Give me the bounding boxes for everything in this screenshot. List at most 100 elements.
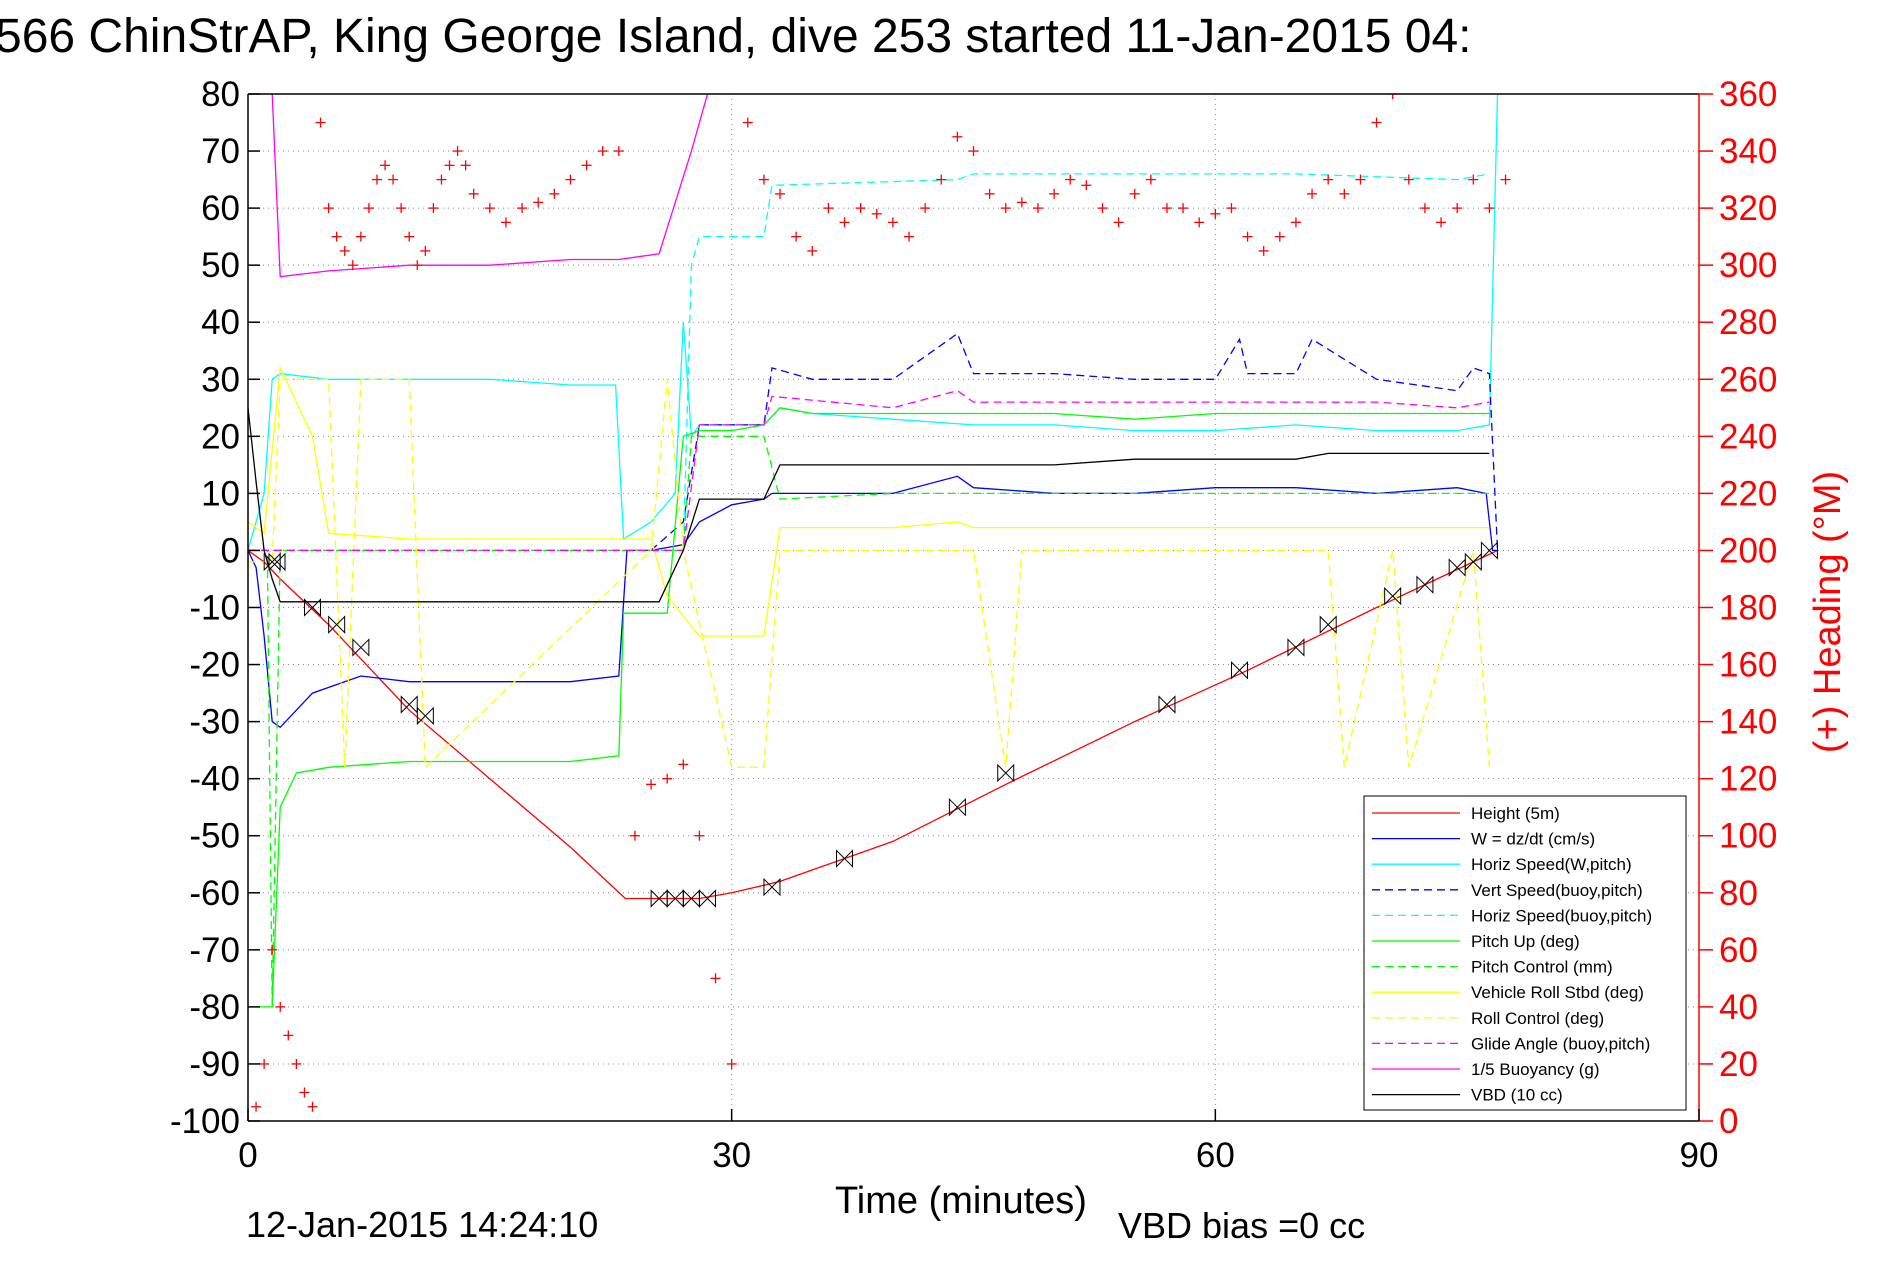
heading-point xyxy=(823,203,834,214)
left-tick-label: -90 xyxy=(189,1045,240,1084)
triangle-marker xyxy=(1158,695,1176,714)
heading-point xyxy=(1468,174,1479,185)
legend-label: Horiz Speed(W,pitch) xyxy=(1471,855,1632,874)
legend-label: Height (5m) xyxy=(1471,804,1560,823)
triangle-marker xyxy=(416,706,434,726)
legend-label: Vert Speed(buoy,pitch) xyxy=(1471,881,1643,900)
heading-point xyxy=(339,245,350,256)
series-line-8 xyxy=(248,378,1491,769)
heading-point xyxy=(646,779,657,790)
triangle-marker xyxy=(268,552,286,572)
triangle-marker xyxy=(1231,661,1249,680)
legend-entry: Vert Speed(buoy,pitch) xyxy=(1372,881,1643,900)
x-tick-label: 90 xyxy=(1680,1136,1719,1175)
legend-entry: Vehicle Roll Stbd (deg) xyxy=(1372,983,1644,1002)
x-axis-label: Time (minutes) xyxy=(835,1180,1087,1222)
heading-point xyxy=(412,260,423,271)
heading-point xyxy=(887,217,898,228)
triangle-marker xyxy=(1384,586,1402,606)
right-axis-ticks: 3603403203002802602402202001801601401201… xyxy=(1699,75,1777,1141)
heading-point xyxy=(363,203,374,214)
left-tick-label: -70 xyxy=(189,931,240,970)
heading-point xyxy=(726,1058,737,1069)
legend-label: 1/5 Buoyancy (g) xyxy=(1471,1060,1600,1079)
heading-point xyxy=(920,203,931,214)
triangle-marker xyxy=(1480,541,1498,560)
right-tick-label: 100 xyxy=(1719,817,1777,856)
heading-point xyxy=(1129,188,1140,199)
y-axis-right-label: (+) Heading (°M) xyxy=(1807,471,1849,753)
series-line-3 xyxy=(248,332,1499,552)
heading-point xyxy=(275,1001,286,1012)
triangle-marker xyxy=(1287,638,1305,657)
legend-label: VBD (10 cc) xyxy=(1471,1086,1563,1105)
heading-point xyxy=(259,1058,270,1069)
footer-vbd-bias: VBD bias =0 cc xyxy=(1118,1205,1365,1246)
left-tick-label: 50 xyxy=(201,246,240,285)
heading-point xyxy=(952,131,963,142)
right-tick-label: 320 xyxy=(1719,189,1777,228)
triangle-marker xyxy=(763,877,781,897)
series-line-10 xyxy=(259,94,709,278)
heading-point xyxy=(436,174,447,185)
heading-point xyxy=(283,1030,294,1041)
heading-point xyxy=(1210,208,1221,219)
heading-point xyxy=(904,231,915,242)
legend-box xyxy=(1363,795,1687,1111)
heading-point xyxy=(452,146,463,157)
heading-point xyxy=(323,203,334,214)
heading-point xyxy=(1403,174,1414,185)
triangle-marker xyxy=(836,849,854,868)
heading-point xyxy=(1226,203,1237,214)
series-line-11 xyxy=(248,407,1490,603)
legend-entry: Roll Control (deg) xyxy=(1372,1009,1604,1028)
triangle-marker xyxy=(698,889,716,908)
right-tick-label: 20 xyxy=(1719,1045,1758,1084)
heading-point xyxy=(299,1087,310,1098)
right-tick-label: 140 xyxy=(1719,703,1777,742)
heading-point xyxy=(380,160,391,171)
x-tick-label: 60 xyxy=(1196,1136,1235,1175)
legend-entry: 1/5 Buoyancy (g) xyxy=(1372,1060,1600,1079)
legend-entry: Pitch Up (deg) xyxy=(1372,932,1580,951)
triangle-marker xyxy=(328,615,346,634)
left-tick-label: 20 xyxy=(201,417,240,456)
right-tick-label: 80 xyxy=(1719,874,1758,913)
legend-entry: Horiz Speed(buoy,pitch) xyxy=(1372,906,1652,925)
heading-point xyxy=(468,188,479,199)
heading-point xyxy=(549,188,560,199)
heading-point xyxy=(613,146,624,157)
heading-point xyxy=(347,260,358,271)
heading-point xyxy=(396,203,407,214)
heading-point xyxy=(315,117,326,128)
heading-point xyxy=(1145,174,1156,185)
heading-point xyxy=(855,203,866,214)
heading-point xyxy=(388,174,399,185)
heading-point xyxy=(1323,174,1334,185)
heading-point xyxy=(517,203,528,214)
heading-point xyxy=(291,1058,302,1069)
series-line-6 xyxy=(248,435,1490,1007)
legend-label: W = dz/dt (cm/s) xyxy=(1471,830,1595,849)
heading-point xyxy=(444,160,455,171)
heading-point xyxy=(307,1101,318,1112)
heading-point xyxy=(460,160,471,171)
legend-label: Roll Control (deg) xyxy=(1471,1009,1604,1028)
series-line-9 xyxy=(248,389,1490,552)
heading-point xyxy=(1355,174,1366,185)
left-tick-label: -20 xyxy=(189,646,240,685)
heading-point xyxy=(791,231,802,242)
left-tick-label: -40 xyxy=(189,760,240,799)
triangle-marker xyxy=(400,695,418,714)
left-tick-label: -50 xyxy=(189,817,240,856)
series-line-1 xyxy=(248,475,1498,729)
triangle-marker xyxy=(948,797,966,817)
heading-point xyxy=(331,231,342,242)
heading-point xyxy=(484,203,495,214)
series-line-5 xyxy=(248,407,1490,1008)
triangle-marker xyxy=(352,638,370,657)
right-tick-label: 300 xyxy=(1719,246,1777,285)
heading-point xyxy=(355,231,366,242)
heading-point xyxy=(565,174,576,185)
